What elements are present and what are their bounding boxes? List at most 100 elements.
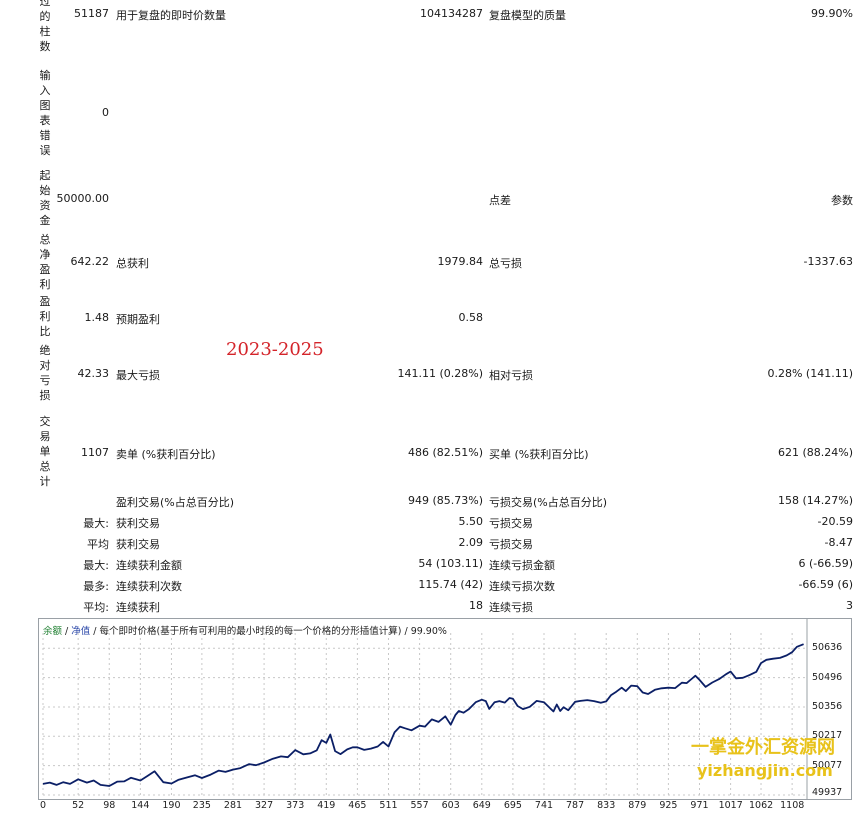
profit-factor-value: 1.48 — [84, 311, 110, 324]
x-tick-label: 52 — [72, 800, 85, 811]
date-range-annotation: 2023-2025 — [226, 339, 324, 360]
rel-drawdown-value: 0.28% (141.11) — [767, 367, 853, 380]
max-drawdown-value: 141.11 (0.28%) — [397, 367, 483, 380]
largest-win-label: 获利交易 — [116, 517, 160, 530]
x-tick-label: 603 — [441, 800, 460, 811]
max-consec-prefix: 最大: — [83, 559, 109, 572]
x-tick-label: 235 — [192, 800, 211, 811]
balance-chart: 余额 / 净值 / 每个即时价格(基于所有可利用的最小时段的每一个价格的分形插值… — [38, 618, 852, 811]
max-consec-win-value: 54 (103.11) — [418, 557, 483, 570]
bars-value: 51187 — [74, 7, 109, 20]
long-trades-value: 621 (88.24%) — [777, 446, 853, 459]
net-profit-value: 642.22 — [70, 255, 110, 268]
x-tick-label: 1017 — [718, 800, 743, 811]
profit-trades-value: 949 (85.73%) — [407, 494, 483, 507]
x-tick-label: 419 — [317, 800, 336, 811]
avg-consec-win-label: 连续获利 — [116, 601, 160, 614]
x-tick-label: 649 — [472, 800, 491, 811]
y-tick-label: 50496 — [812, 671, 843, 683]
average-win-label: 获利交易 — [116, 538, 160, 551]
legend-separator: / — [401, 626, 411, 637]
gross-profit-label: 总获利 — [116, 257, 149, 270]
average-loss-value: -8.47 — [824, 536, 853, 549]
x-tick-label: 557 — [410, 800, 429, 811]
x-tick-label: 1108 — [780, 800, 805, 811]
total-trades-value: 1107 — [81, 446, 109, 459]
x-tick-label: 787 — [566, 800, 585, 811]
largest-loss-value: -20.59 — [817, 515, 853, 528]
legend-separator: / — [90, 626, 100, 637]
quality-label: 复盘模型的质量 — [489, 9, 566, 22]
label-bars-processed: 过的柱数 — [39, 0, 51, 53]
x-tick-label: 741 — [534, 800, 554, 811]
x-tick-label: 925 — [659, 800, 678, 811]
label-net-profit: 总净盈利 — [39, 233, 51, 291]
ticks-label: 用于复盘的即时价数量 — [116, 9, 226, 22]
label-initial-deposit: 起始资金 — [39, 169, 51, 227]
profit-trades-label: 盈利交易(%占总百分比) — [116, 496, 235, 509]
spread-label: 点差 — [489, 194, 511, 207]
avg-consec-loss-label: 连续亏损 — [489, 601, 533, 614]
max-consec-count-loss-value: -66.59 (6) — [798, 578, 853, 591]
expected-payoff-value: 0.58 — [458, 311, 484, 324]
loss-trades-value: 158 (14.27%) — [777, 494, 853, 507]
x-tick-label: 373 — [286, 800, 305, 811]
y-tick-label: 50217 — [812, 730, 843, 742]
x-tick-label: 144 — [131, 800, 150, 811]
label-chart-errors: 输入图表错误 — [39, 69, 51, 157]
x-tick-label: 879 — [628, 800, 647, 811]
drawdown-value: 42.33 — [77, 367, 110, 380]
x-tick-label: 511 — [379, 800, 398, 811]
watermark-site-name: 一掌金外汇资源网 — [691, 737, 835, 758]
quality-value: 99.90% — [811, 7, 853, 20]
gross-loss-value: -1337.63 — [803, 255, 853, 268]
largest-win-value: 5.50 — [458, 515, 484, 528]
average-prefix: 平均 — [87, 538, 109, 551]
chart-legend: 余额 / 净值 / 每个即时价格(基于所有可利用的最小时段的每一个价格的分形插值… — [43, 623, 447, 637]
x-tick-label: 281 — [223, 800, 243, 811]
legend-quality: 99.90% — [410, 626, 447, 637]
gross-profit-value: 1979.84 — [437, 255, 484, 268]
legend-separator: / — [62, 626, 72, 637]
average-loss-label: 亏损交易 — [489, 538, 533, 551]
errors-value: 0 — [102, 106, 109, 119]
x-tick-label: 833 — [597, 800, 616, 811]
legend-balance: 余额 — [43, 626, 63, 637]
max-drawdown-label: 最大亏损 — [116, 369, 160, 382]
max-consec-loss-label: 连续亏损金额 — [489, 559, 555, 572]
average-win-value: 2.09 — [458, 536, 484, 549]
rel-drawdown-label: 相对亏损 — [489, 369, 533, 382]
y-tick-label: 49937 — [812, 787, 843, 798]
x-tick-label: 1062 — [749, 800, 774, 811]
balance-line — [42, 643, 804, 787]
max-consec-loss-value: 6 (-66.59) — [798, 557, 853, 570]
avg-consec-win-value: 18 — [469, 599, 483, 612]
long-trades-label: 买单 (%获利百分比) — [489, 448, 589, 461]
largest-loss-label: 亏损交易 — [489, 517, 533, 530]
x-tick-label: 327 — [255, 800, 274, 811]
loss-trades-label: 亏损交易(%占总百分比) — [489, 496, 608, 509]
short-trades-value: 486 (82.51%) — [407, 446, 483, 459]
x-tick-label: 190 — [162, 800, 181, 811]
avg-consec-prefix: 平均: — [83, 601, 109, 614]
max-consec-count-loss-label: 连续亏损次数 — [489, 580, 555, 593]
balance-plot — [42, 619, 808, 799]
label-total-trades: 交易单总计 — [39, 415, 51, 488]
label-drawdown: 绝对亏损 — [39, 344, 51, 402]
avg-consec-loss-value: 3 — [846, 599, 853, 612]
params-label: 参数 — [831, 194, 853, 207]
x-tick-label: 0 — [39, 800, 47, 811]
max-consec-count-win-label: 连续获利次数 — [116, 580, 182, 593]
expected-payoff-label: 预期盈利 — [116, 313, 160, 326]
max-consec-count-prefix: 最多: — [83, 580, 109, 593]
label-profit-factor: 盈利比 — [39, 295, 51, 338]
x-tick-label: 465 — [348, 800, 367, 811]
y-tick-label: 50077 — [812, 759, 843, 771]
watermark-site-url: yizhangjin.com — [697, 761, 833, 780]
short-trades-label: 卖单 (%获利百分比) — [116, 448, 216, 461]
x-tick-label: 695 — [503, 800, 522, 811]
max-consec-win-label: 连续获利金额 — [116, 559, 182, 572]
x-tick-label: 98 — [103, 800, 116, 811]
gross-loss-label: 总亏损 — [489, 257, 522, 270]
x-tick-label: 971 — [690, 800, 709, 811]
